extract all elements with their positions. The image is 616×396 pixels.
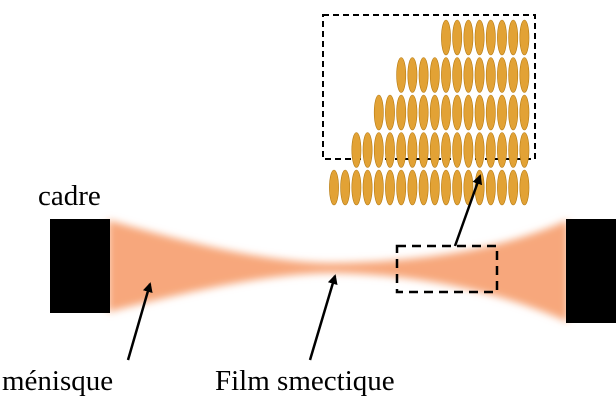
molecule <box>418 57 429 93</box>
molecule <box>385 169 395 206</box>
molecule <box>452 132 463 168</box>
molecule <box>418 132 429 168</box>
molecule <box>452 19 463 56</box>
molecule <box>429 57 440 93</box>
molecule <box>373 94 384 131</box>
molecule <box>418 169 429 206</box>
molecule <box>407 57 418 93</box>
molecule <box>508 19 519 56</box>
molecule <box>407 132 418 168</box>
molecule <box>351 169 362 206</box>
arrow-to-meniscus <box>126 282 153 361</box>
molecule <box>418 94 429 131</box>
molecule <box>463 57 474 93</box>
molecule <box>396 169 407 206</box>
molecule <box>485 19 496 56</box>
frame-right <box>566 219 616 323</box>
molecule <box>485 132 496 168</box>
molecule <box>508 57 519 93</box>
molecule <box>508 132 519 168</box>
molecule <box>351 132 362 168</box>
molecule <box>362 132 373 168</box>
molecule <box>519 169 530 206</box>
frame-left <box>50 219 110 313</box>
molecule <box>508 94 519 131</box>
molecule <box>452 57 463 93</box>
molecule <box>441 57 451 93</box>
molecule <box>441 169 451 206</box>
molecule <box>441 19 451 56</box>
molecule <box>519 132 530 168</box>
molecule <box>463 132 474 168</box>
molecule <box>508 169 519 206</box>
molecule <box>485 169 496 206</box>
molecule <box>429 132 440 168</box>
molecule <box>452 94 463 131</box>
molecule <box>474 19 485 56</box>
molecule <box>373 169 384 206</box>
molecule <box>441 132 451 168</box>
molecule <box>497 94 507 131</box>
molecule <box>385 94 395 131</box>
molecule <box>485 94 496 131</box>
arrow-to-film <box>308 274 338 361</box>
molecule <box>396 94 407 131</box>
molecule <box>385 132 395 168</box>
film-label: Film smectique <box>215 365 395 396</box>
molecule <box>329 169 339 206</box>
molecule <box>519 57 530 93</box>
meniscus-film-shape <box>108 220 568 322</box>
molecule <box>474 57 485 93</box>
molecule <box>519 94 530 131</box>
molecule <box>407 169 418 206</box>
molecule <box>452 169 463 206</box>
molecule <box>497 169 507 206</box>
molecule <box>463 94 474 131</box>
arrow-to-inset <box>453 174 483 247</box>
zoom-region-box <box>395 244 499 294</box>
molecule <box>497 132 507 168</box>
molecule <box>373 132 384 168</box>
molecule <box>340 169 351 206</box>
molecule <box>396 57 407 93</box>
molecule <box>396 132 407 168</box>
smectic-layers-icon <box>329 19 530 206</box>
meniscus-label: ménisque <box>2 365 113 396</box>
molecule <box>519 19 530 56</box>
molecule <box>497 19 507 56</box>
molecule <box>407 94 418 131</box>
molecule <box>429 169 440 206</box>
molecule <box>474 132 485 168</box>
molecule <box>429 94 440 131</box>
molecule <box>474 94 485 131</box>
molecule <box>463 19 474 56</box>
molecule <box>485 57 496 93</box>
frame-label: cadre <box>38 180 101 212</box>
molecule <box>362 169 373 206</box>
molecule <box>441 94 451 131</box>
molecule <box>497 57 507 93</box>
